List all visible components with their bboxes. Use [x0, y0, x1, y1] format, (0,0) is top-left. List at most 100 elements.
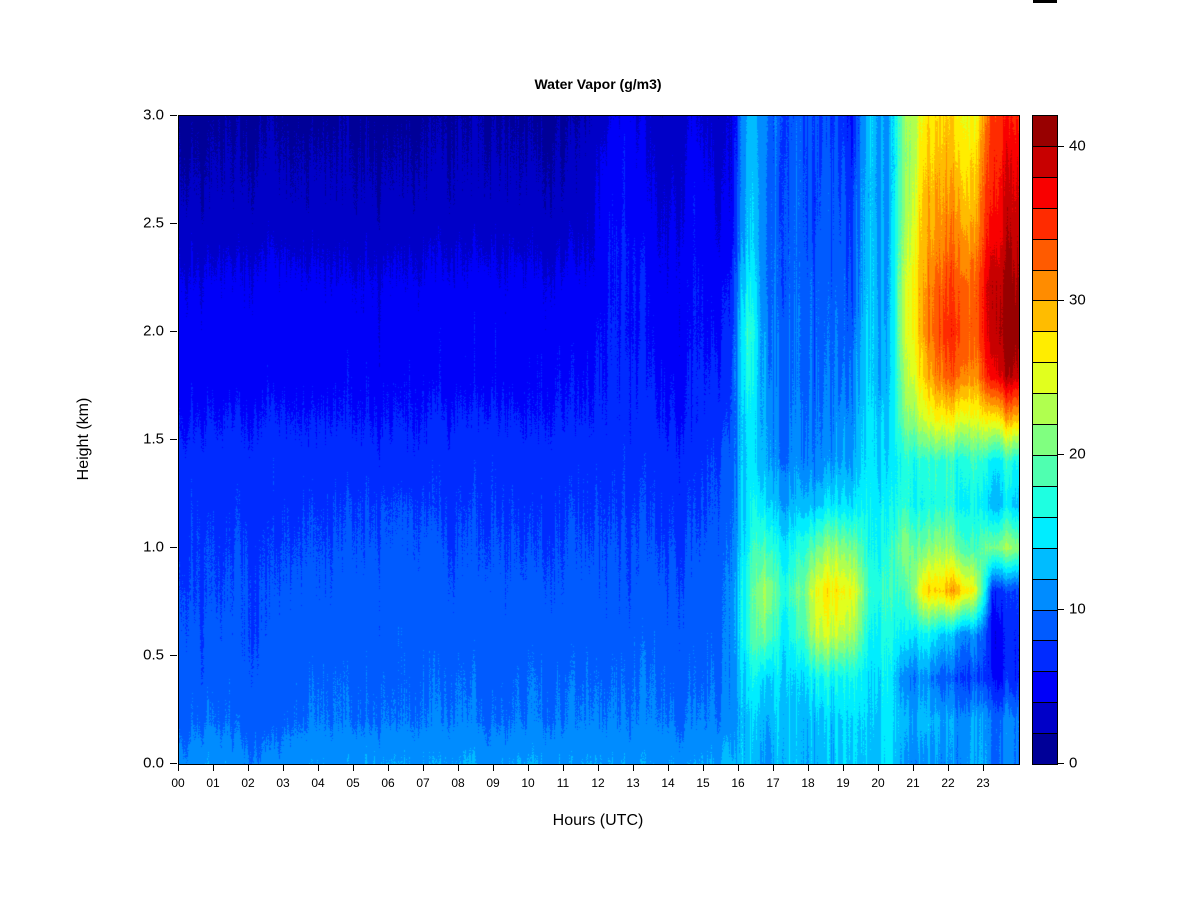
colorbar-cell: [1033, 394, 1057, 426]
colorbar-tick-mark: [1058, 300, 1064, 302]
colorbar-cell: [1033, 548, 1057, 580]
colorbar-cell: [1033, 486, 1057, 518]
x-tick-label: 20: [871, 776, 885, 790]
y-axis-label: Height (km): [75, 397, 92, 481]
x-tick-label: 09: [486, 776, 500, 790]
y-tick-mark: [170, 547, 177, 548]
x-tick-label: 22: [941, 776, 955, 790]
colorbar-tick-mark: [1058, 145, 1064, 147]
x-tick-label: 18: [801, 776, 815, 790]
heatmap-plot: [178, 115, 1020, 765]
x-tick-mark: [703, 764, 704, 771]
x-tick-label: 17: [766, 776, 780, 790]
x-axis-label: Hours (UTC): [552, 812, 644, 829]
y-tick-label: 2.0: [143, 322, 164, 340]
colorbar-cell: [1033, 641, 1057, 673]
y-tick-mark: [170, 331, 177, 332]
colorbar-cell: [1033, 116, 1057, 147]
colorbar-cell: [1033, 270, 1057, 302]
x-tick-mark: [493, 764, 494, 771]
colorbar-cell: [1033, 239, 1057, 271]
colorbar-tick-label: 0: [1069, 754, 1078, 772]
colorbar-cell: [1033, 703, 1057, 735]
x-tick-mark: [633, 764, 634, 771]
y-tick-mark: [170, 655, 177, 656]
x-tick-mark: [913, 764, 914, 771]
colorbar-tick-mark: [1058, 608, 1064, 610]
x-tick-mark: [983, 764, 984, 771]
y-tick-label: 1.5: [143, 430, 164, 448]
colorbar-cell: [1033, 579, 1057, 611]
colorbar-cell: [1033, 363, 1057, 395]
x-tick-mark: [213, 764, 214, 771]
colorbar-cell: [1033, 672, 1057, 704]
x-tick-mark: [808, 764, 809, 771]
x-tick-mark: [528, 764, 529, 771]
x-tick-label: 07: [416, 776, 430, 790]
x-tick-mark: [283, 764, 284, 771]
x-tick-mark: [878, 764, 879, 771]
x-tick-label: 13: [626, 776, 640, 790]
x-tick-label: 01: [206, 776, 220, 790]
x-tick-label: 21: [906, 776, 920, 790]
x-tick-label: 19: [836, 776, 850, 790]
chart-title: Water Vapor (g/m3): [534, 76, 662, 92]
x-tick-label: 02: [241, 776, 255, 790]
colorbar-cell: [1033, 332, 1057, 364]
colorbar-cell: [1033, 208, 1057, 240]
colorbar-cell: [1033, 301, 1057, 333]
x-tick-label: 15: [696, 776, 710, 790]
x-tick-label: 23: [976, 776, 990, 790]
y-tick-label: 1.0: [143, 538, 164, 556]
y-tick-mark: [170, 223, 177, 224]
colorbar-tick-label: 20: [1069, 445, 1086, 463]
colorbar-cell: [1033, 610, 1057, 642]
colorbar-cell: [1033, 734, 1057, 765]
colorbar: [1032, 115, 1058, 765]
colorbar-tick-mark: [1058, 763, 1064, 764]
x-tick-label: 00: [171, 776, 185, 790]
x-tick-label: 06: [381, 776, 395, 790]
colorbar-cell: [1033, 455, 1057, 487]
colorbar-tick-label: 10: [1069, 600, 1086, 618]
x-tick-mark: [178, 764, 179, 771]
x-tick-mark: [843, 764, 844, 771]
x-tick-label: 11: [556, 776, 570, 790]
x-tick-mark: [353, 764, 354, 771]
colorbar-tick-label: 30: [1069, 291, 1086, 309]
x-tick-mark: [318, 764, 319, 771]
y-tick-label: 2.5: [143, 214, 164, 232]
x-tick-label: 05: [346, 776, 360, 790]
x-tick-mark: [388, 764, 389, 771]
y-tick-label: 3.0: [143, 106, 164, 124]
x-tick-mark: [563, 764, 564, 771]
x-tick-label: 08: [451, 776, 465, 790]
x-tick-label: 03: [276, 776, 290, 790]
x-tick-mark: [598, 764, 599, 771]
x-tick-mark: [423, 764, 424, 771]
colorbar-cell: [1033, 517, 1057, 549]
colorbar-cell: [1033, 146, 1057, 178]
y-tick-mark: [170, 439, 177, 440]
x-tick-label: 14: [661, 776, 675, 790]
x-tick-label: 04: [311, 776, 325, 790]
y-tick-mark: [170, 763, 177, 764]
x-tick-label: 12: [591, 776, 605, 790]
y-tick-label: 0.5: [143, 646, 164, 664]
x-tick-label: 16: [731, 776, 745, 790]
top-edge-mark: [1033, 0, 1057, 3]
x-tick-label: 10: [521, 776, 535, 790]
colorbar-tick-mark: [1058, 454, 1064, 456]
colorbar-cell: [1033, 177, 1057, 209]
x-tick-mark: [248, 764, 249, 771]
y-tick-label: 0.0: [143, 754, 164, 772]
x-tick-mark: [773, 764, 774, 771]
x-tick-mark: [738, 764, 739, 771]
y-tick-mark: [170, 115, 177, 116]
colorbar-cell: [1033, 425, 1057, 456]
x-tick-mark: [948, 764, 949, 771]
x-tick-mark: [668, 764, 669, 771]
colorbar-tick-label: 40: [1069, 137, 1086, 155]
x-tick-mark: [458, 764, 459, 771]
